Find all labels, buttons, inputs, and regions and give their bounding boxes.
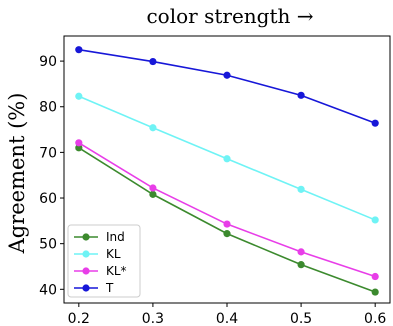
legend-label: T [105, 281, 114, 295]
y-tick-label: 90 [39, 54, 57, 70]
data-point [75, 92, 83, 100]
data-point [371, 216, 379, 224]
legend: Ind KL KL* T [67, 224, 141, 298]
x-tick-label: 0.6 [364, 311, 386, 326]
legend-item: T [74, 281, 114, 295]
y-tick-label: 70 [39, 145, 57, 161]
legend-swatch-marker [82, 233, 90, 241]
legend-swatch-marker [82, 267, 90, 275]
data-point [223, 71, 231, 79]
legend-item: Ind [74, 230, 125, 244]
series-group [75, 46, 379, 296]
y-tick-label: 80 [39, 100, 57, 116]
legend-swatch-marker [82, 250, 90, 258]
data-point [75, 139, 83, 147]
x-tick-label: 0.5 [290, 311, 312, 326]
data-point [371, 119, 379, 127]
legend-label: KL* [106, 264, 127, 278]
y-tick-label: 60 [39, 191, 57, 207]
data-point [297, 91, 305, 99]
data-point [223, 220, 231, 228]
legend-item: KL* [74, 264, 127, 278]
series-kl [75, 92, 379, 224]
data-point [223, 155, 231, 163]
data-point [297, 261, 305, 269]
legend-swatch-marker [82, 284, 90, 292]
y-tick-label: 50 [39, 237, 57, 253]
x-tick-label: 0.2 [68, 311, 90, 326]
legend-item: KL [74, 247, 121, 261]
data-point [149, 124, 157, 132]
axes: 0.2 0.3 0.4 0.5 0.6 40 50 60 70 80 90 [39, 35, 391, 326]
y-axis-label: Agreement (%) [5, 93, 29, 255]
chart-title: color strength → [146, 4, 313, 28]
data-point [149, 57, 157, 66]
x-tick-label: 0.3 [142, 311, 164, 326]
x-tick-label: 0.4 [216, 311, 238, 326]
data-point [297, 248, 305, 256]
data-point [149, 190, 157, 198]
series-ind [75, 144, 379, 296]
data-point [371, 288, 379, 296]
data-point [371, 272, 379, 281]
y-tick-label: 40 [39, 282, 57, 298]
series-t [75, 46, 379, 127]
legend-label: Ind [106, 230, 125, 244]
data-point [223, 230, 231, 238]
data-point [149, 184, 157, 192]
legend-box [67, 224, 141, 298]
legend-label: KL [106, 247, 121, 261]
series-klstar [75, 139, 379, 281]
data-point [297, 185, 305, 193]
data-point [75, 144, 83, 152]
data-point [75, 46, 83, 54]
series-line [78, 48, 376, 124]
